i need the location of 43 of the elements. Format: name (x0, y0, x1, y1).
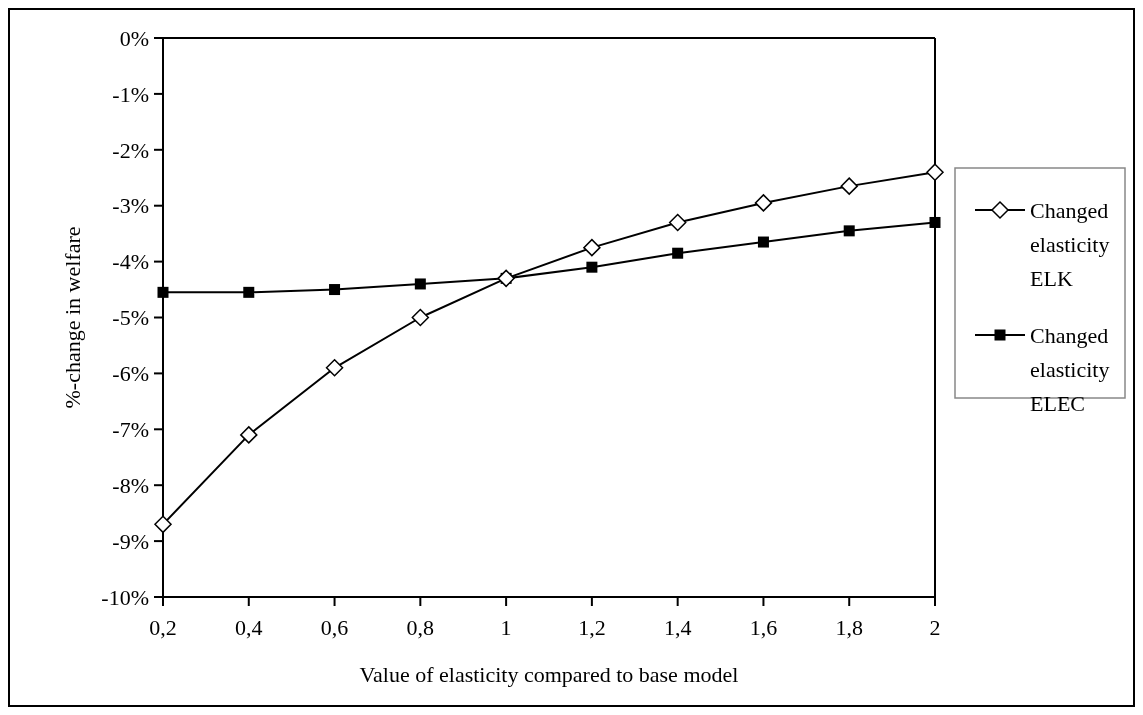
y-tick-label: -8% (112, 472, 149, 498)
point (840, 177, 858, 195)
y-tick-label: -3% (112, 193, 149, 219)
y-tick-label: -5% (112, 305, 149, 331)
legend-label: Changed elasticity ELEC (1030, 322, 1110, 416)
x-tick-label: 0,4 (235, 615, 263, 640)
point (668, 213, 687, 232)
point (583, 238, 601, 257)
y-tick-label: -10% (101, 584, 149, 610)
y-tick-label: -9% (112, 528, 149, 554)
point (243, 286, 255, 298)
legend-label: Changed elasticity ELK (1030, 197, 1110, 291)
point (240, 426, 258, 444)
x-tick-label: 1,8 (835, 615, 863, 640)
point (586, 261, 598, 273)
x-axis-title: Value of elasticity compared to base model (359, 662, 739, 687)
x-tick-label: 0,6 (320, 615, 349, 640)
point (154, 515, 172, 534)
point (325, 359, 344, 377)
y-tick-label: -2% (112, 137, 149, 163)
x-tick-label: 1,4 (663, 615, 692, 640)
x-tick-label: 1 (500, 615, 512, 640)
point (411, 308, 430, 327)
point (672, 247, 684, 259)
point (329, 284, 341, 296)
y-tick-label: -6% (112, 361, 149, 387)
point (843, 225, 855, 237)
x-tick-label: 0,2 (149, 615, 177, 640)
point (926, 163, 944, 181)
point (929, 216, 941, 228)
point (157, 286, 169, 298)
x-tick-label: 2 (929, 615, 941, 640)
point (754, 194, 773, 212)
y-tick-label: 0% (119, 25, 149, 51)
x-tick-label: 1,2 (578, 615, 606, 640)
y-axis-title: %-change in welfare (60, 226, 85, 409)
x-tick-label: 0,8 (406, 615, 435, 640)
point (757, 236, 769, 248)
y-tick-label: -7% (112, 417, 149, 442)
point (414, 278, 426, 290)
x-tick-label: 1,6 (749, 615, 778, 640)
y-tick-label: -1% (112, 81, 149, 107)
y-tick-label: -4% (112, 249, 149, 275)
